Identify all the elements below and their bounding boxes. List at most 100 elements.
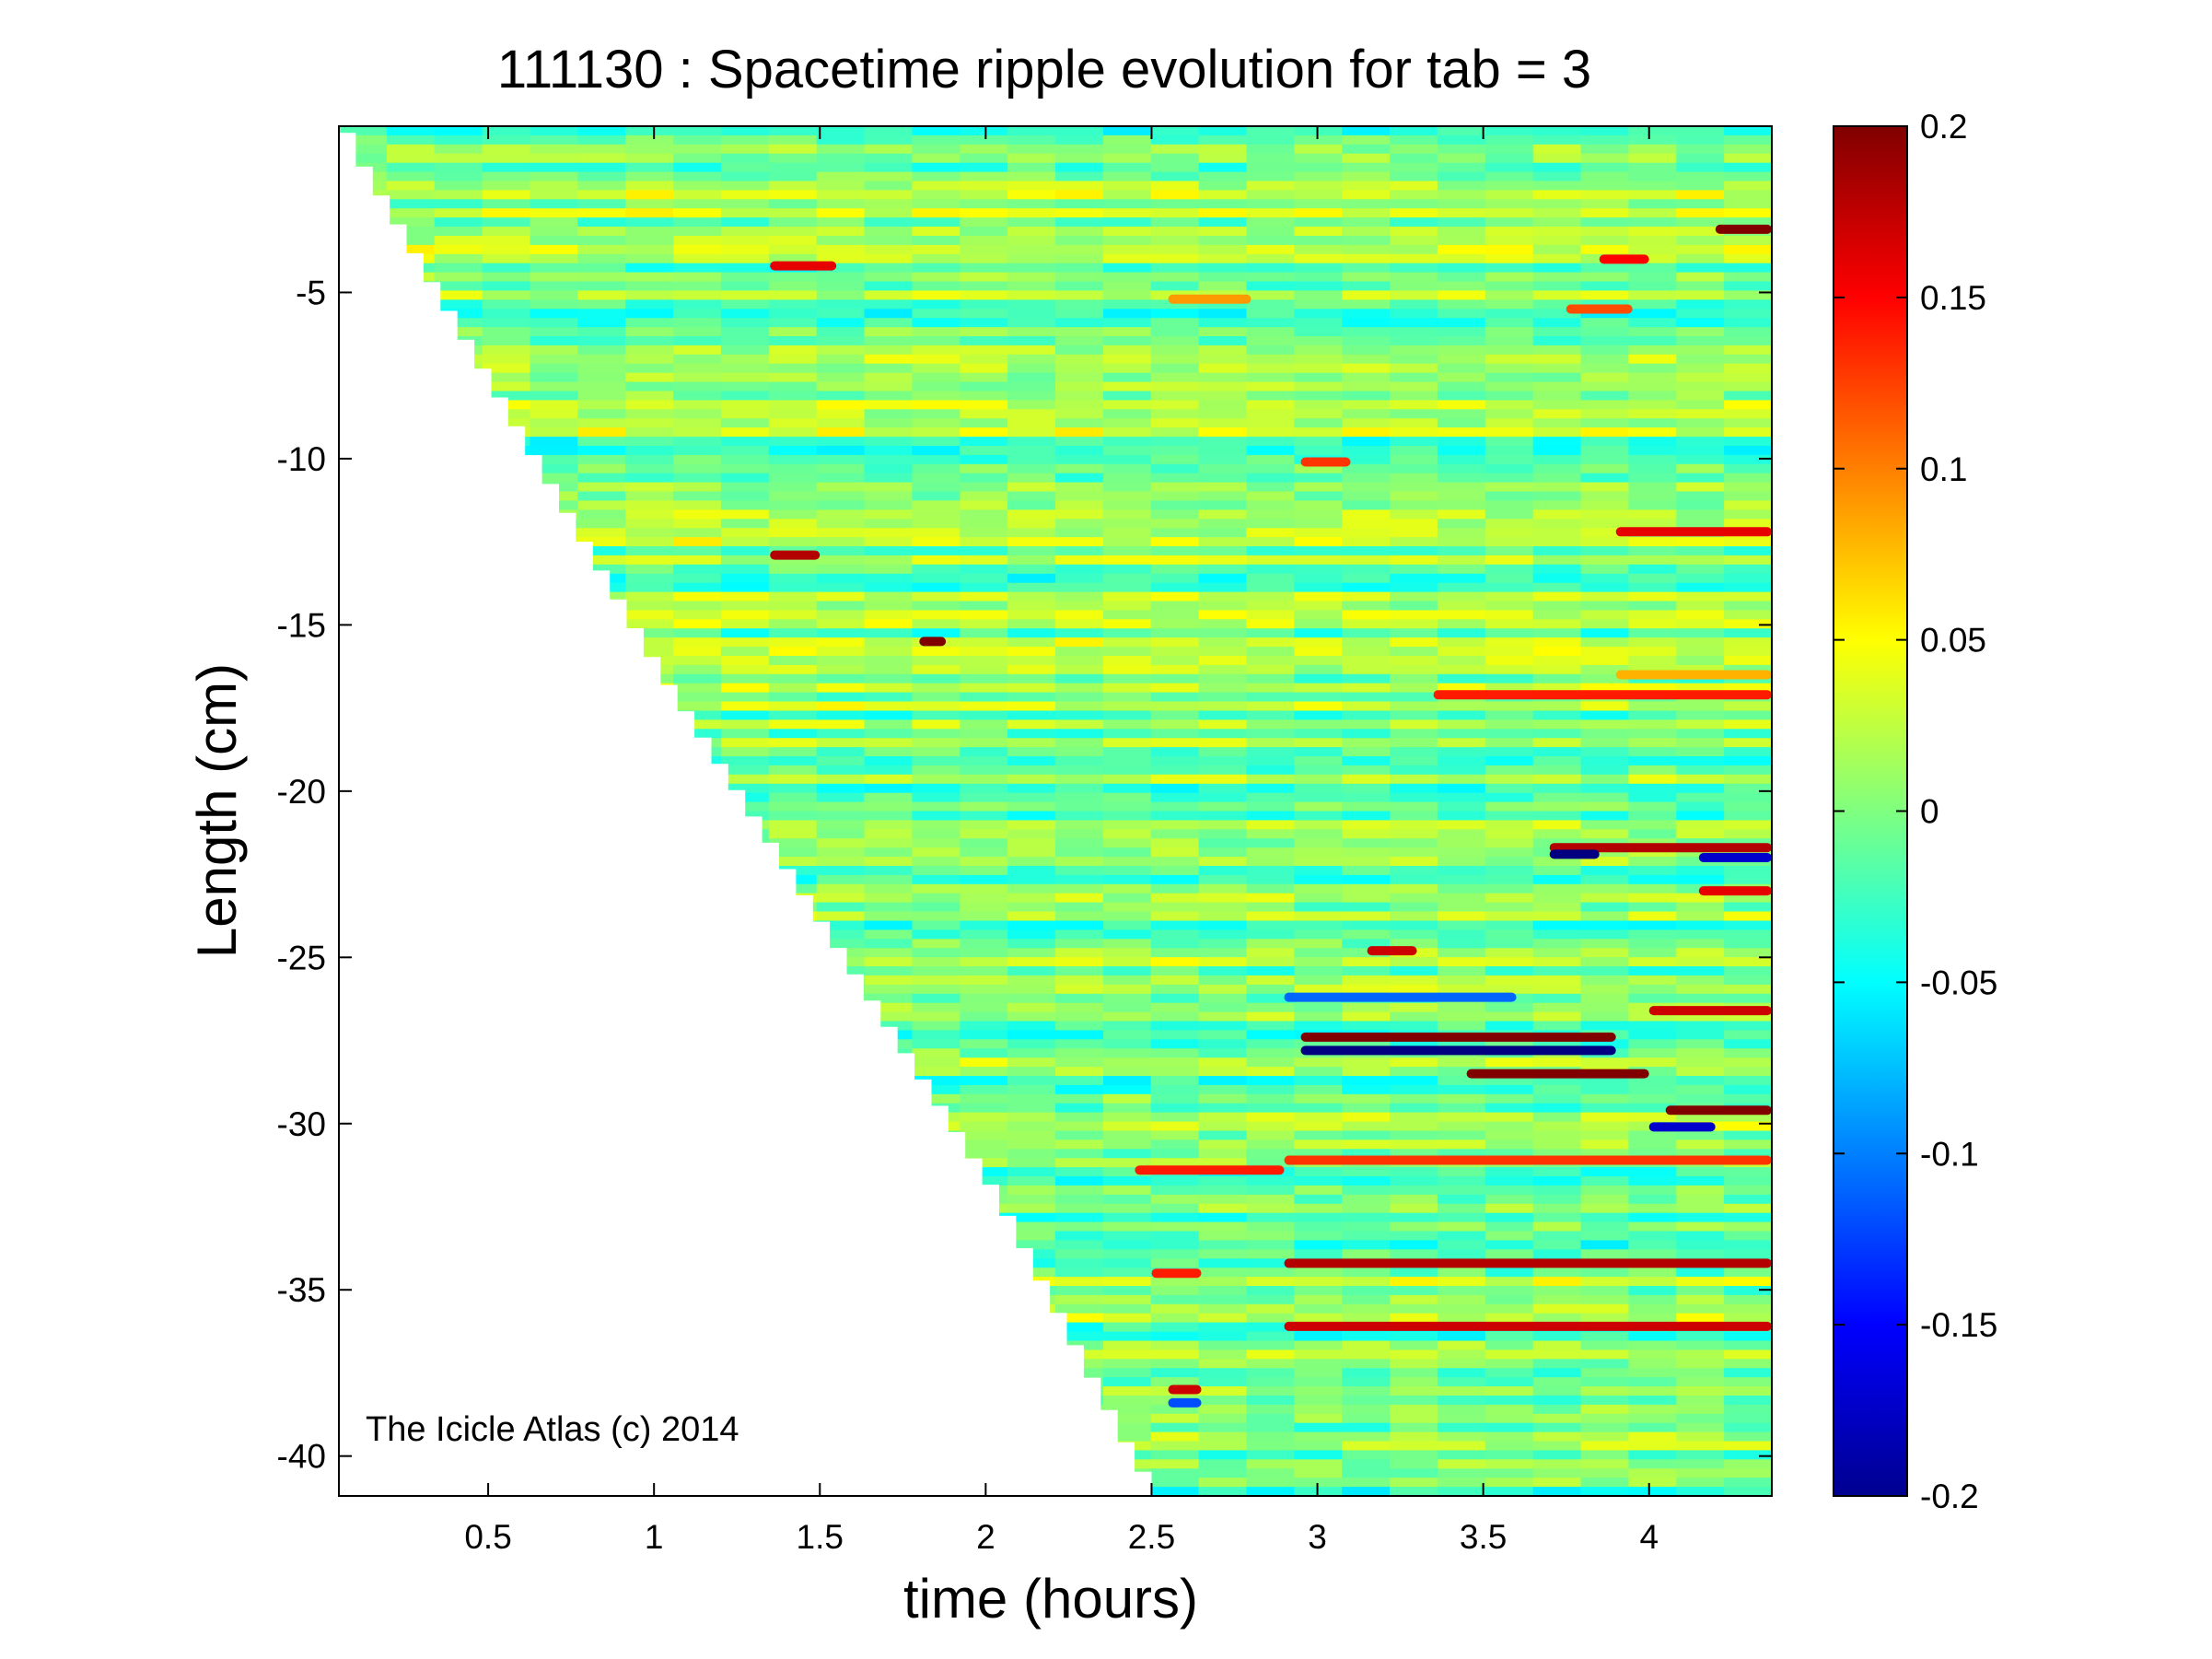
heatmap-cell xyxy=(1342,454,1391,465)
heatmap-cell xyxy=(1246,920,1296,931)
heatmap-cell xyxy=(720,637,770,648)
heatmap-cell xyxy=(1246,1076,1296,1086)
heatmap-cell xyxy=(1724,290,1772,301)
heatmap-cell xyxy=(1724,966,1772,976)
heatmap-cell xyxy=(1007,528,1056,538)
heatmap-cell xyxy=(1628,1422,1678,1433)
heatmap-cell xyxy=(1342,774,1391,785)
heatmap-cell xyxy=(577,500,626,511)
heatmap-cell xyxy=(912,1057,961,1068)
heatmap-cell xyxy=(816,573,866,584)
heatmap-cell xyxy=(1532,729,1582,739)
heatmap-cell xyxy=(768,181,818,192)
ripple-feature xyxy=(770,550,821,560)
heatmap-cell xyxy=(1484,756,1534,766)
heatmap-cell xyxy=(912,701,961,712)
heatmap-cell xyxy=(1676,610,1725,621)
heatmap-cell xyxy=(816,509,866,520)
heatmap-cell xyxy=(1628,1176,1678,1186)
heatmap-cell xyxy=(1724,299,1772,310)
heatmap-cell xyxy=(1390,1441,1438,1452)
heatmap-cell xyxy=(1390,409,1438,419)
heatmap-cell xyxy=(1007,966,1056,976)
heatmap-cell xyxy=(1676,290,1725,301)
heatmap-cell xyxy=(1484,619,1534,629)
heatmap-cell xyxy=(1150,820,1200,831)
heatmap-cell xyxy=(912,664,961,675)
heatmap-cell xyxy=(1532,454,1582,465)
heatmap-cell xyxy=(482,244,531,255)
heatmap-cell xyxy=(673,263,722,274)
heatmap-cell xyxy=(1007,162,1056,173)
heatmap-cell xyxy=(1246,911,1296,922)
heatmap-cell xyxy=(912,409,961,419)
heatmap-cell xyxy=(1724,363,1772,374)
heatmap-cell xyxy=(1484,253,1534,264)
heatmap-cell xyxy=(1580,144,1630,155)
heatmap-cell xyxy=(1484,1011,1534,1022)
heatmap-cell xyxy=(1532,1194,1582,1205)
heatmap-cell xyxy=(1055,957,1104,967)
heatmap-cell xyxy=(1484,272,1534,283)
heatmap-cell xyxy=(1390,1303,1438,1314)
heatmap-cell xyxy=(1198,454,1248,465)
heatmap-cell xyxy=(1342,929,1391,940)
heatmap-cell xyxy=(720,144,770,155)
heatmap-cell xyxy=(1532,929,1582,940)
heatmap-cell xyxy=(1390,573,1438,584)
heatmap-cell xyxy=(1532,208,1582,218)
heatmap-cell xyxy=(1628,656,1678,666)
heatmap-cell xyxy=(960,1030,1008,1041)
heatmap-cell xyxy=(1055,564,1104,575)
heatmap-cell xyxy=(1102,756,1152,766)
heatmap-cell xyxy=(1246,929,1296,940)
heatmap-cell xyxy=(1294,1286,1343,1296)
heatmap-cell xyxy=(1055,637,1104,648)
heatmap-cell xyxy=(960,582,1008,593)
heatmap-cell xyxy=(1007,1121,1056,1132)
heatmap-cell xyxy=(1342,783,1391,794)
heatmap-cell xyxy=(1532,1057,1582,1068)
heatmap-cell xyxy=(1150,637,1200,648)
heatmap-cell xyxy=(1007,345,1056,356)
heatmap-cell xyxy=(1676,729,1725,739)
heatmap-cell xyxy=(1437,482,1486,493)
heatmap-cell xyxy=(1628,792,1678,803)
heatmap-cell xyxy=(1055,656,1104,666)
heatmap-cell xyxy=(864,829,914,839)
heatmap-cell xyxy=(1102,1386,1152,1396)
heatmap-cell xyxy=(673,500,722,511)
heatmap-cell xyxy=(1007,920,1056,931)
heatmap-cell xyxy=(816,290,866,301)
heatmap-cell xyxy=(1437,1011,1486,1022)
heatmap-cell xyxy=(1628,418,1678,428)
heatmap-cell xyxy=(1198,519,1248,529)
heatmap-cell xyxy=(1150,309,1200,319)
heatmap-cell xyxy=(864,847,914,858)
heatmap-cell xyxy=(1676,1011,1725,1022)
heatmap-cell xyxy=(673,381,722,392)
heatmap-cell xyxy=(1390,1277,1438,1287)
heatmap-cell xyxy=(1532,354,1582,365)
heatmap-cell xyxy=(1150,628,1200,638)
heatmap-cell xyxy=(1676,1431,1725,1443)
heatmap-cell xyxy=(1724,327,1772,337)
heatmap-cell xyxy=(1246,500,1296,511)
heatmap-cell xyxy=(1484,1221,1534,1233)
heatmap-cell xyxy=(577,354,626,365)
heatmap-cell xyxy=(1676,1067,1725,1077)
heatmap-cell xyxy=(816,381,866,392)
heatmap-cell xyxy=(1437,272,1486,283)
heatmap-cell xyxy=(1580,227,1630,237)
heatmap-cell xyxy=(1102,738,1152,748)
heatmap-cell xyxy=(960,601,1008,612)
heatmap-cell xyxy=(1437,774,1486,785)
heatmap-cell xyxy=(1198,208,1248,218)
heatmap-cell xyxy=(1724,957,1772,967)
heatmap-cell xyxy=(1484,500,1534,511)
heatmap-cell xyxy=(1724,134,1772,146)
heatmap-cell xyxy=(577,491,626,502)
heatmap-cell xyxy=(1102,144,1152,155)
heatmap-cell xyxy=(1198,783,1248,794)
heatmap-cell xyxy=(1580,1167,1630,1177)
